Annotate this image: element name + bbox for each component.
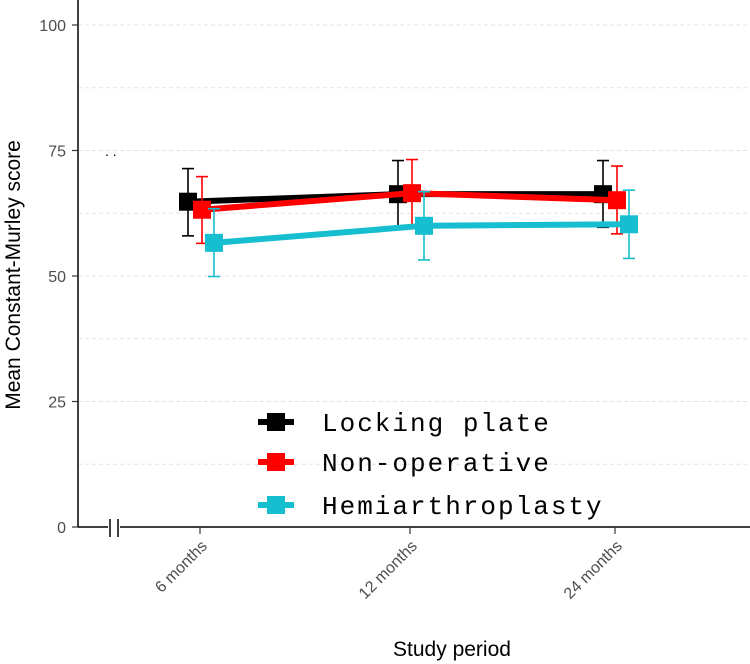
- axes: [77, 0, 750, 537]
- data-point: [193, 200, 211, 219]
- x-tick-label: 12 months: [356, 538, 421, 603]
- data-point: [608, 191, 626, 210]
- x-ticks: 6 months 12 months 24 months: [152, 527, 626, 603]
- y-ticks: 0 25 50 75 100: [39, 18, 78, 537]
- y-tick-label: 0: [57, 520, 66, 537]
- x-axis-title: Study period: [393, 638, 511, 661]
- legend-label: Non-operative: [322, 449, 551, 479]
- legend-label: Locking plate: [322, 409, 551, 439]
- legend-label: Hemiarthroplasty: [322, 492, 604, 522]
- data-point: [403, 184, 421, 203]
- y-tick-label: 50: [48, 269, 66, 286]
- data-point: [179, 192, 197, 211]
- y-tick-label: 75: [48, 144, 66, 161]
- legend-key-marker: [267, 496, 285, 514]
- grid-lines: [78, 24, 750, 465]
- y-axis-title: Mean Constant-Murley score: [2, 140, 25, 410]
- legend: Locking plate Non-operative Hemiarthroplas…: [258, 409, 604, 522]
- y-tick-label: 100: [39, 18, 66, 35]
- data-point: [620, 215, 638, 234]
- series: [179, 158, 638, 278]
- series-non-operative: [193, 158, 626, 245]
- y-tick-label: 25: [48, 395, 66, 412]
- data-point: [205, 233, 223, 252]
- stray-mark: . .: [105, 143, 117, 159]
- legend-key-marker: [267, 453, 285, 471]
- legend-key-marker: [267, 413, 285, 431]
- x-tick-label: 24 months: [561, 538, 626, 603]
- x-tick-label: 6 months: [152, 538, 211, 597]
- series-hemiarthroplasty: [205, 189, 638, 278]
- data-point: [415, 216, 433, 235]
